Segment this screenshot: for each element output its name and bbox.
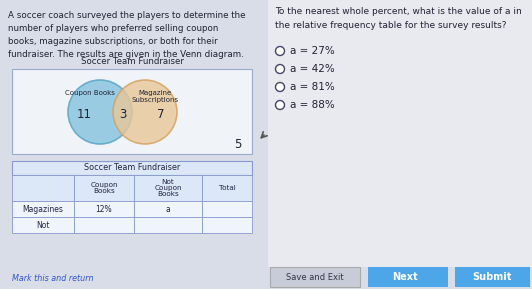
Text: 11: 11: [77, 108, 92, 121]
FancyBboxPatch shape: [455, 267, 530, 287]
FancyBboxPatch shape: [368, 267, 448, 287]
Circle shape: [68, 80, 132, 144]
FancyBboxPatch shape: [134, 217, 202, 233]
Text: a = 88%: a = 88%: [290, 100, 335, 110]
Text: Next: Next: [392, 272, 418, 282]
FancyBboxPatch shape: [74, 201, 134, 217]
Text: Not: Not: [36, 221, 50, 229]
Text: Save and Exit: Save and Exit: [286, 273, 344, 281]
FancyBboxPatch shape: [202, 201, 252, 217]
Text: Soccer Team Fundraiser: Soccer Team Fundraiser: [84, 164, 180, 173]
FancyBboxPatch shape: [74, 217, 134, 233]
Text: books, magazine subscriptions, or both for their: books, magazine subscriptions, or both f…: [8, 37, 218, 46]
Circle shape: [113, 80, 177, 144]
Text: a: a: [165, 205, 170, 214]
Text: 5: 5: [234, 138, 242, 151]
Circle shape: [276, 47, 285, 55]
Text: 12%: 12%: [96, 205, 112, 214]
FancyBboxPatch shape: [74, 175, 134, 201]
Text: Magazines: Magazines: [22, 205, 63, 214]
Text: Magazine
Subscriptions: Magazine Subscriptions: [131, 90, 179, 103]
FancyBboxPatch shape: [134, 201, 202, 217]
Circle shape: [276, 64, 285, 73]
Text: Submit: Submit: [472, 272, 512, 282]
FancyBboxPatch shape: [12, 217, 74, 233]
Text: a = 27%: a = 27%: [290, 46, 335, 56]
Text: a = 42%: a = 42%: [290, 64, 335, 74]
Text: Not
Coupon
Books: Not Coupon Books: [154, 179, 182, 197]
Circle shape: [276, 82, 285, 92]
FancyBboxPatch shape: [202, 175, 252, 201]
FancyBboxPatch shape: [12, 69, 252, 154]
Text: fundraiser. The results are given in the Venn diagram.: fundraiser. The results are given in the…: [8, 50, 244, 59]
Text: Soccer Team Fundraiser: Soccer Team Fundraiser: [80, 57, 184, 66]
Text: Coupon Books: Coupon Books: [65, 90, 115, 96]
Text: a = 81%: a = 81%: [290, 82, 335, 92]
Circle shape: [276, 101, 285, 110]
Text: number of players who preferred selling coupon: number of players who preferred selling …: [8, 24, 218, 33]
FancyBboxPatch shape: [12, 201, 74, 217]
Text: Coupon
Books: Coupon Books: [90, 182, 118, 194]
Text: A soccer coach surveyed the players to determine the: A soccer coach surveyed the players to d…: [8, 11, 245, 20]
FancyBboxPatch shape: [268, 0, 532, 267]
FancyBboxPatch shape: [270, 267, 360, 287]
Text: Mark this and return: Mark this and return: [12, 274, 94, 283]
FancyBboxPatch shape: [12, 175, 74, 201]
FancyBboxPatch shape: [202, 217, 252, 233]
Text: the relative frequency table for the survey results?: the relative frequency table for the sur…: [275, 21, 506, 30]
FancyBboxPatch shape: [134, 175, 202, 201]
FancyBboxPatch shape: [12, 161, 252, 175]
Text: To the nearest whole percent, what is the value of a in: To the nearest whole percent, what is th…: [275, 7, 522, 16]
Text: 3: 3: [119, 108, 126, 121]
Text: 7: 7: [157, 108, 165, 121]
Text: Total: Total: [219, 185, 235, 191]
